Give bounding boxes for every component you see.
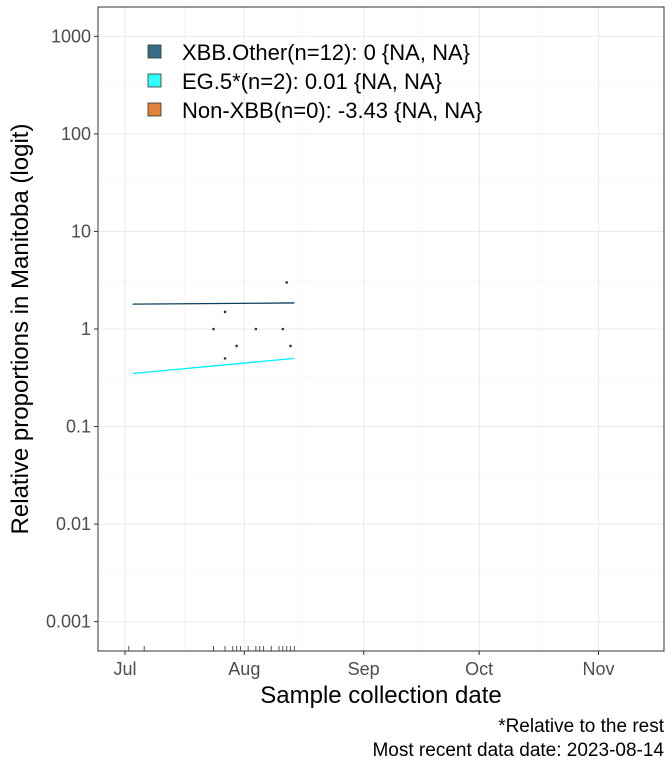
y-axis-ticks: 0.001 0.01 0.1 1 10 100 1000	[46, 26, 98, 632]
legend-label-2: EG.5*(n=2): 0.01 {NA, NA}	[182, 69, 442, 94]
y-tick-label: 1000	[51, 26, 91, 46]
x-tick-label: Nov	[583, 659, 615, 679]
grid-major	[98, 7, 664, 651]
x-tick-label: Oct	[465, 659, 493, 679]
series-line-2	[132, 357, 295, 375]
legend: XBB.Other(n=12): 0 {NA, NA} EG.5*(n=2): 0…	[147, 40, 482, 123]
x-axis-title: Sample collection date	[260, 682, 501, 709]
x-tick-label: Sep	[348, 659, 380, 679]
y-axis-title: Relative proportions in Manitoba (logit)	[7, 124, 34, 535]
x-axis-ticks: Jul Aug Sep Oct Nov	[113, 651, 615, 679]
rug-marks	[128, 646, 295, 651]
data-point	[223, 357, 227, 360]
y-tick-label: 100	[61, 124, 91, 144]
legend-label-3: Non-XBB(n=0): -3.43 {NA, NA}	[182, 98, 482, 123]
data-points	[212, 281, 292, 360]
y-tick-label: 0.01	[56, 514, 91, 534]
data-point	[281, 327, 285, 331]
y-tick-label: 0.001	[46, 612, 91, 632]
y-tick-label: 1	[81, 319, 91, 339]
series-line-1	[132, 302, 295, 305]
data-point	[223, 310, 227, 314]
series-lines	[132, 302, 295, 375]
legend-label-1: XBB.Other(n=12): 0 {NA, NA}	[182, 40, 470, 65]
data-point	[235, 344, 238, 348]
y-tick-label: 10	[71, 221, 91, 241]
legend-key-1	[147, 44, 162, 59]
data-point	[289, 344, 292, 348]
data-point	[212, 327, 215, 331]
legend-key-2	[147, 73, 162, 88]
caption-recent-date: Most recent data date: 2023-08-14	[372, 740, 664, 761]
x-tick-label: Aug	[228, 659, 260, 679]
x-tick-label: Jul	[113, 659, 136, 679]
data-point	[285, 281, 288, 284]
legend-key-3	[147, 102, 162, 117]
y-tick-label: 0.1	[66, 417, 91, 437]
data-point	[254, 327, 258, 331]
caption-relative-note: *Relative to the rest	[498, 716, 665, 737]
